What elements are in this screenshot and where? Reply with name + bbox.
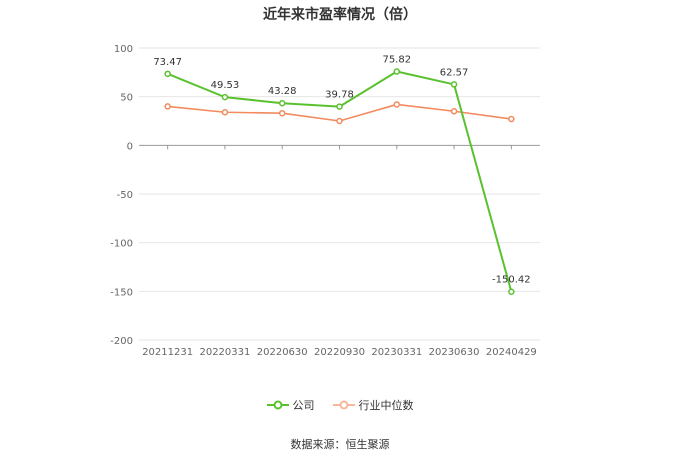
x-tick-label: 20211231 — [142, 347, 193, 358]
data-point-industry-median — [450, 108, 458, 115]
data-point-industry-median — [336, 117, 343, 125]
chart-title: 近年来市盈率情况（倍） — [263, 7, 417, 23]
data-point-company — [336, 103, 343, 110]
data-label-company: 43.28 — [268, 86, 297, 97]
data-label-company: 49.53 — [211, 80, 240, 91]
data-point-industry-median — [508, 115, 515, 123]
legend-item-industry-median[interactable]: 行业中位数 — [332, 397, 414, 413]
axis-layer: 100 50 0 -50 -100 -150 -200 20211231 20220331 202… — [110, 44, 537, 358]
data-point-company — [164, 70, 171, 78]
x-tick-label: 20220930 — [314, 347, 365, 358]
x-tick-label: 20240429 — [486, 347, 537, 358]
x-tick-label: 20230331 — [371, 347, 422, 358]
x-tick-label: 20230630 — [429, 347, 480, 358]
data-label-layer: 73.47 49.53 43.28 39.78 75.82 62.57 -150.42 — [153, 55, 530, 286]
legend-label-industry-median: 行业中位数 — [358, 399, 414, 412]
legend-line-marker-icon — [266, 400, 289, 410]
y-tick-label: -150 — [110, 287, 133, 298]
data-point-company — [393, 68, 401, 75]
legend: 公司 行业中位数 — [0, 397, 680, 413]
data-source-note: 数据来源：恒生聚源 — [290, 438, 390, 451]
legend-item-company[interactable]: 公司 — [266, 397, 315, 413]
y-tick-label: -100 — [110, 239, 133, 250]
data-label-company: 39.78 — [325, 90, 354, 101]
y-tick-label: 100 — [114, 44, 133, 55]
data-label-company: -150.42 — [492, 275, 531, 286]
x-tick-label: 20220630 — [257, 347, 308, 358]
data-point-industry-median — [164, 103, 171, 110]
data-label-company: 62.57 — [440, 67, 469, 78]
data-point-company — [278, 99, 286, 107]
legend-label-company: 公司 — [292, 399, 315, 412]
data-label-company: 75.82 — [382, 55, 411, 66]
data-point-industry-median — [278, 109, 286, 117]
data-point-industry-median — [393, 101, 401, 108]
y-tick-label: -50 — [117, 190, 133, 201]
y-tick-label: 50 — [120, 93, 133, 104]
data-label-company: 73.47 — [153, 57, 182, 68]
x-tick-label: 20220331 — [199, 347, 250, 358]
legend-line-marker-icon — [332, 400, 355, 410]
y-tick-label: -200 — [110, 336, 133, 347]
series-layer — [164, 68, 515, 295]
y-tick-label: 0 — [127, 141, 133, 152]
data-point-industry-median — [221, 108, 229, 116]
data-point-company — [508, 288, 515, 295]
data-point-company — [221, 93, 229, 101]
data-point-company — [450, 81, 458, 88]
